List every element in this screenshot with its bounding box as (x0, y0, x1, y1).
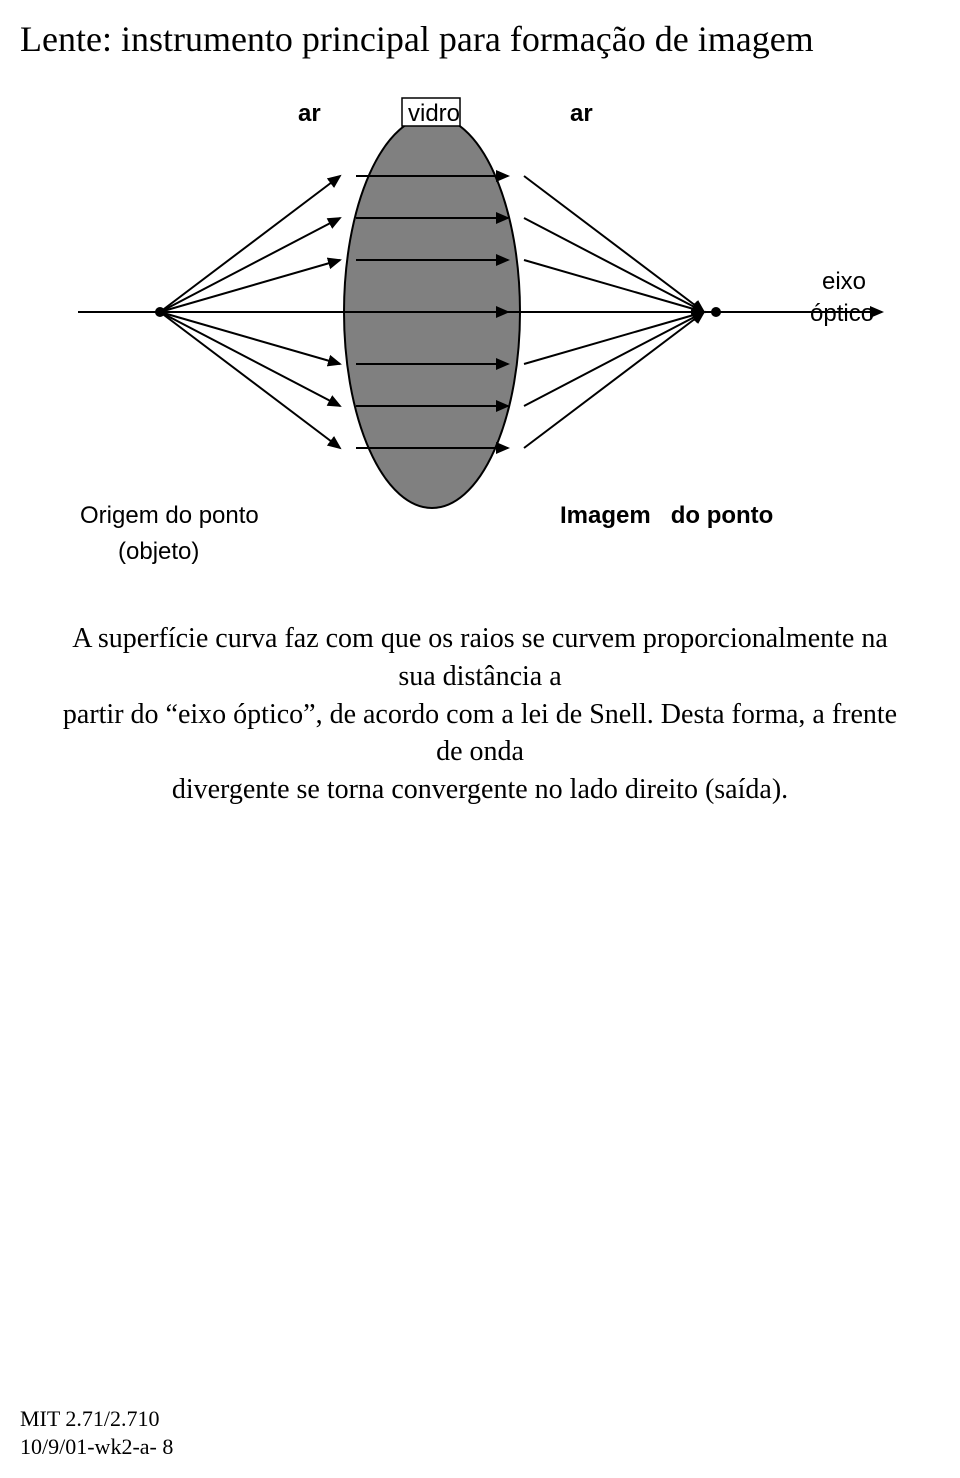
page-title: Lente: instrumento principal para formaç… (20, 18, 814, 60)
label-origem-1: Origem do ponto (80, 502, 259, 530)
caption-line-1: A superfície curva faz com que os raios … (72, 623, 888, 692)
footer: MIT 2.71/2.710 10/9/01-wk2-a- 8 (20, 1405, 173, 1460)
caption: A superfície curva faz com que os raios … (60, 620, 900, 809)
caption-line-3: divergente se torna convergente no lado … (172, 774, 788, 805)
label-imagem: Imagem do ponto (560, 502, 773, 530)
label-eixo-2: óptico (810, 300, 874, 328)
footer-line-2: 10/9/01-wk2-a- 8 (20, 1434, 173, 1459)
label-ar-right: ar (570, 100, 593, 128)
label-eixo-1: eixo (822, 268, 866, 296)
label-vidro: vidro (408, 100, 460, 128)
label-origem-2: (objeto) (118, 538, 199, 566)
label-ar-left: ar (298, 100, 321, 128)
lens-diagram: ar vidro ar eixo óptico Origem do ponto … (40, 90, 920, 570)
footer-line-1: MIT 2.71/2.710 (20, 1406, 160, 1431)
caption-line-2: partir do “eixo óptico”, de acordo com a… (63, 699, 897, 768)
lens-svg (40, 90, 920, 570)
